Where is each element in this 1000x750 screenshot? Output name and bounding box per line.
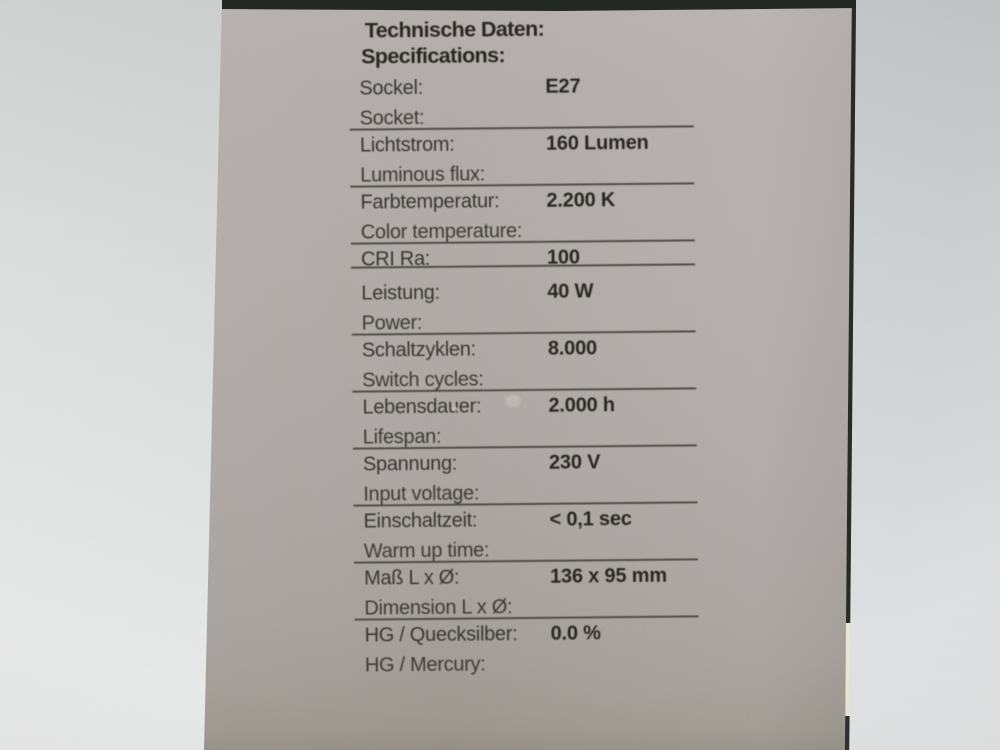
spec-value: E27 xyxy=(545,75,581,98)
spec-value: 230 V xyxy=(548,451,601,474)
spec-row-switch-cycles: Schaltzyklen: 8.000 Switch cycles: xyxy=(352,337,699,397)
spec-label-en: HG / Mercury: xyxy=(364,653,486,677)
spec-label-de: Leistung: xyxy=(361,281,440,305)
spec-label-en: Luminous flux: xyxy=(360,163,486,187)
spec-label-en: Input voltage: xyxy=(363,482,480,506)
spec-row-warmup-time: Einschaltzeit: < 0,1 sec Warm up time: xyxy=(353,508,700,568)
spec-row-cri: CRI Ra: 100 xyxy=(351,246,697,283)
spec-label-en: Lifespan: xyxy=(362,425,442,449)
spec-row-color-temperature: Farbtemperatur: 2.200 K Color temperatur… xyxy=(350,189,697,249)
spec-row-socket: Sockel: E27 Socket: xyxy=(349,75,696,135)
spec-value: 40 W xyxy=(547,280,594,303)
spec-row-luminous-flux: Lichtstrom: 160 Lumen Luminous flux: xyxy=(350,132,697,192)
spec-label-de: HG / Quecksilber: xyxy=(364,623,518,647)
spec-label-en: Dimension L x Ø: xyxy=(364,596,513,620)
spec-label-en: Warm up time: xyxy=(363,539,490,563)
spec-value: 0.0 % xyxy=(550,622,601,645)
spec-value: 8.000 xyxy=(547,337,598,360)
spec-row-dimension: Maß L x Ø: 136 x 95 mm Dimension L x Ø: xyxy=(354,565,701,625)
spec-table: Sockel: E27 Socket: Lichtstrom: 160 Lume… xyxy=(349,75,701,682)
spec-value: < 0,1 sec xyxy=(549,507,632,531)
spec-row-lifespan: Lebensdauer: 2.000 h Lifespan: xyxy=(352,394,699,454)
spec-label-de: Schaltzyklen: xyxy=(361,338,476,362)
spec-label-de: Lebensdauer: xyxy=(362,395,482,419)
panel-title-en: Specifications: xyxy=(360,43,506,69)
spec-panel: Technische Daten: Specifications: Sockel… xyxy=(349,0,702,722)
spec-label-de: Einschaltzeit: xyxy=(363,509,478,533)
spec-value: 136 x 95 mm xyxy=(549,564,667,588)
spec-label-de: Spannung: xyxy=(362,452,458,476)
spec-value: 2.000 h xyxy=(548,394,615,417)
spec-value: 160 Lumen xyxy=(545,131,649,155)
spec-label-de: Maß L x Ø: xyxy=(363,566,460,590)
spec-label-de: Farbtemperatur: xyxy=(360,190,500,214)
spec-label-de: Sockel: xyxy=(359,76,423,100)
spec-label-en: Power: xyxy=(361,311,423,335)
spec-row-power: Leistung: 40 W Power: xyxy=(351,280,698,340)
spec-label-en: Switch cycles: xyxy=(362,368,484,392)
spec-label-de: Lichtstrom: xyxy=(359,133,455,157)
spec-label-en: Color temperature: xyxy=(360,220,523,244)
spec-value: 2.200 K xyxy=(546,189,616,212)
spec-label-en: Socket: xyxy=(359,106,425,130)
panel-title-de: Technische Daten: xyxy=(364,16,545,43)
spec-row-voltage: Spannung: 230 V Input voltage: xyxy=(353,451,700,511)
spec-row-mercury: HG / Quecksilber: 0.0 % HG / Mercury: xyxy=(355,622,702,682)
